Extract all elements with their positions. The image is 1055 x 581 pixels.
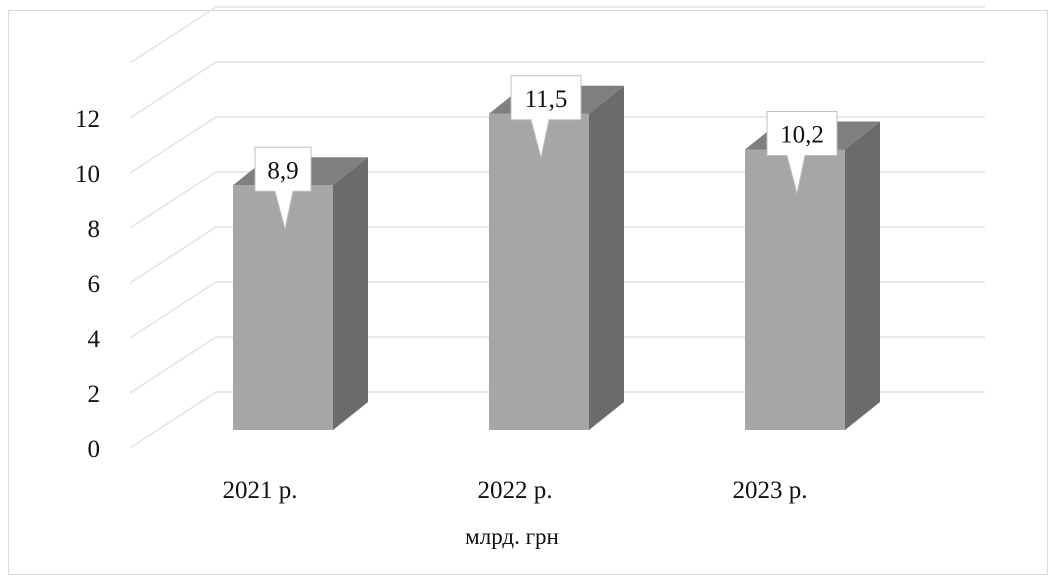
bar-side <box>845 121 880 430</box>
y-tick-label: 6 <box>88 271 101 298</box>
gridline <box>129 281 985 339</box>
bar-front <box>489 113 589 430</box>
data-label-box <box>510 75 582 158</box>
data-label: 8,9 <box>254 146 312 230</box>
x-category-label: 2021 р. <box>223 477 298 504</box>
x-axis-categories: 2021 р. 2022 р. 2023 р. <box>223 477 808 504</box>
y-axis-ticks: 0 2 4 6 8 10 12 <box>75 106 101 463</box>
data-label-text: 8,9 <box>267 157 298 184</box>
bar <box>233 157 368 430</box>
gridline <box>129 61 985 119</box>
y-tick-label: 0 <box>88 436 101 463</box>
gridline <box>129 171 985 229</box>
data-label: 11,5 <box>510 75 582 158</box>
gridline <box>129 6 985 64</box>
bar <box>745 121 880 430</box>
x-category-label: 2022 р. <box>478 477 553 504</box>
bar-side <box>333 157 368 430</box>
gridline <box>129 226 985 284</box>
y-tick-label: 2 <box>88 381 101 408</box>
x-axis-title: млрд. грн <box>465 524 559 549</box>
gridline <box>129 116 985 174</box>
gridline <box>129 391 985 449</box>
data-label: 10,2 <box>766 111 838 194</box>
y-tick-label: 8 <box>88 216 101 243</box>
data-label-text: 11,5 <box>525 86 568 113</box>
gridlines <box>129 6 985 449</box>
bar-side <box>589 85 624 430</box>
gridline <box>129 336 985 394</box>
bar <box>489 85 624 430</box>
y-tick-label: 12 <box>75 106 100 133</box>
y-tick-label: 10 <box>75 161 100 188</box>
data-label-text: 10,2 <box>780 122 824 149</box>
bar-front <box>233 185 333 430</box>
data-label-box <box>254 146 312 230</box>
data-labels: 8,9 11,5 10,2 <box>254 75 838 230</box>
x-category-label: 2023 р. <box>733 477 808 504</box>
data-label-box <box>766 111 838 194</box>
bar-front <box>745 149 845 430</box>
y-tick-label: 4 <box>88 326 101 353</box>
